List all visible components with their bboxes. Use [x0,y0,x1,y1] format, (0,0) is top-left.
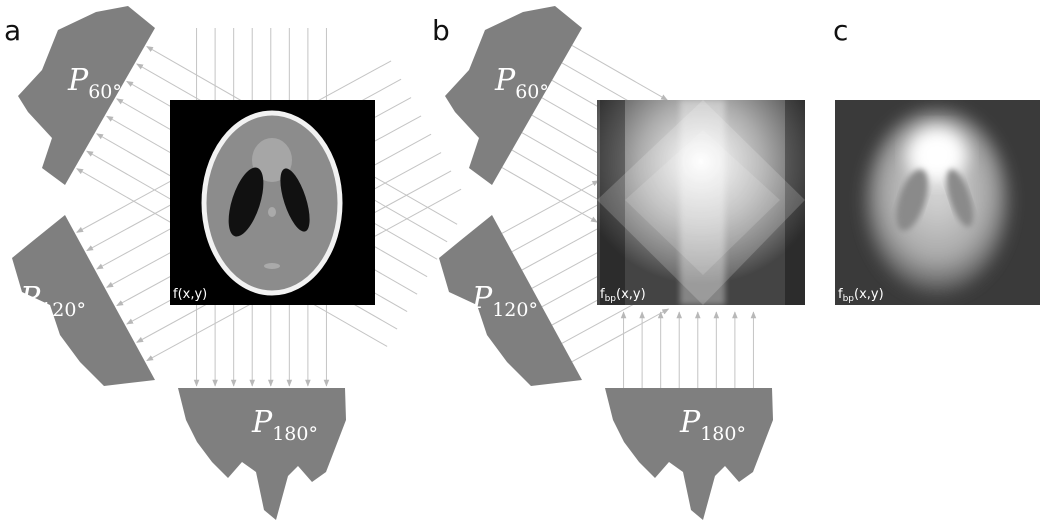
ray [572,45,667,100]
ray [572,309,669,362]
figure: a b c P60° P120° P180° P60° P120° P180° … [0,0,1041,522]
filtered-image [835,100,1040,305]
image-label: f(x,y) [173,287,207,302]
panel-label: a [4,14,21,47]
ray [502,181,599,234]
ray [502,168,597,223]
backprojection-image [597,100,805,305]
panel-label: c [833,14,848,47]
panel-label: b [432,14,450,47]
phantom-dot [264,263,280,269]
ray [512,199,609,252]
panel-b [439,6,805,520]
ray [512,150,607,205]
phantom-dot [268,207,276,217]
panel-a [12,6,375,520]
